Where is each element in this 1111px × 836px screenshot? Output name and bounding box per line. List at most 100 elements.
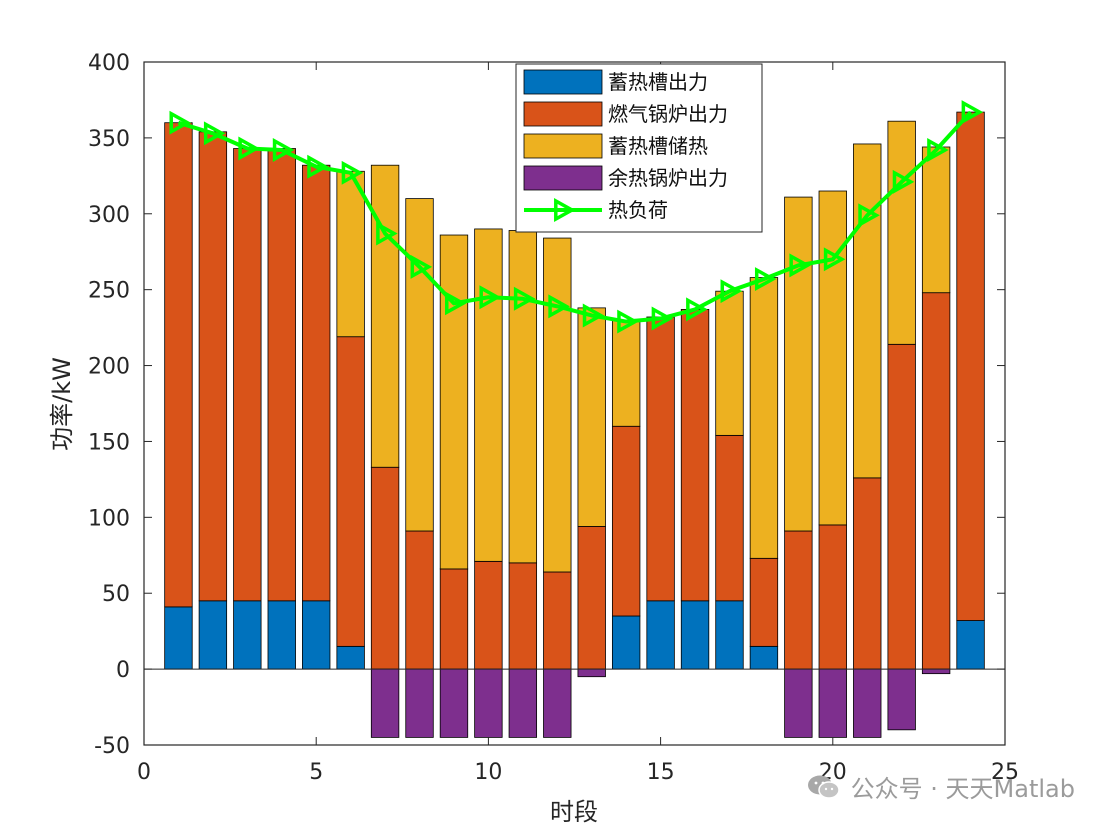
heat-load-marker-10	[479, 285, 502, 310]
bar-segment-4-10	[474, 668, 503, 738]
heat-load-marker-17	[720, 279, 743, 304]
legend-label: 蓄热槽出力	[608, 70, 708, 94]
bar-segment-3-21	[853, 143, 882, 479]
bar-segment-1-4	[267, 600, 296, 670]
legend-label: 燃气锅炉出力	[608, 102, 728, 126]
heat-load-marker-19	[789, 253, 811, 278]
bar-segment-4-21	[853, 668, 882, 738]
heat-load-marker-12	[548, 294, 570, 319]
bar-segment-2-14	[611, 425, 641, 617]
bars-group	[164, 111, 985, 738]
bar-segment-2-6	[336, 336, 365, 647]
y-axis: -50 0 50 100 150 200 250 300 350 400	[88, 51, 1005, 759]
bar-segment-3-18	[749, 277, 779, 559]
bar-segment-1-2	[198, 600, 228, 670]
bar-segment-3-13	[577, 307, 606, 527]
bar-segment-3-19	[784, 196, 813, 532]
bar-segment-2-21	[853, 477, 882, 670]
bar-segment-3-17	[715, 290, 744, 436]
bar-segment-2-23	[921, 292, 951, 670]
plot-frame	[143, 61, 1006, 746]
bar-segment-1-15	[646, 600, 675, 670]
heat-load-marker-13	[582, 303, 605, 328]
heat-load-marker-4	[272, 138, 295, 163]
bar-segment-3-7	[370, 164, 400, 468]
bar-segment-1-1	[164, 606, 193, 670]
bar-segment-3-14	[611, 319, 641, 427]
heat-load-marker-21	[858, 203, 880, 228]
x-axis: 0 5 10 15 20 25	[137, 62, 1019, 785]
bar-segment-3-10	[474, 228, 503, 562]
bar-segment-4-12	[543, 668, 572, 738]
bar-segment-3-23	[921, 146, 951, 294]
bar-segment-1-14	[611, 615, 641, 670]
y-tick-label: 200	[88, 355, 130, 380]
heat-load-marker-7	[376, 221, 398, 246]
legend-swatch	[523, 69, 603, 95]
bar-segment-1-17	[715, 600, 744, 670]
bar-segment-2-13	[577, 526, 606, 670]
x-tick-label: 25	[991, 760, 1019, 785]
y-tick-label: 350	[88, 127, 130, 152]
bar-segment-2-10	[474, 560, 503, 670]
bar-segment-2-22	[887, 343, 916, 670]
x-tick-label: 5	[309, 760, 323, 785]
bar-segment-3-12	[543, 237, 572, 573]
bar-segment-2-2	[198, 131, 228, 602]
bar-segment-3-11	[508, 230, 538, 564]
bar-segment-2-8	[405, 530, 434, 670]
bar-segment-2-15	[646, 316, 675, 602]
heat-load-marker-3	[238, 136, 260, 161]
heat-load-marker-22	[892, 169, 915, 194]
bar-segment-2-18	[749, 557, 779, 647]
heat-load-marker-9	[445, 291, 467, 316]
bar-segment-2-3	[233, 148, 262, 602]
bar-segment-1-24	[956, 620, 985, 670]
bar-segment-2-9	[439, 568, 469, 670]
x-tick-label: 0	[137, 760, 151, 785]
watermark-text: 公众号 · 天天Matlab	[850, 775, 1075, 803]
y-tick-label: 0	[116, 658, 130, 683]
bar-segment-2-1	[164, 122, 193, 608]
bar-segment-2-19	[784, 530, 813, 670]
heat-load-marker-5	[307, 154, 329, 179]
bar-segment-1-18	[749, 645, 779, 670]
heat-load-marker-20	[823, 247, 846, 272]
y-tick-label: 50	[102, 582, 130, 607]
heat-load-marker-2	[203, 121, 226, 146]
bar-segment-3-6	[336, 170, 365, 338]
y-tick-label: 100	[88, 506, 130, 531]
legend-swatch	[523, 133, 603, 159]
bar-segment-4-13	[577, 668, 606, 678]
bar-segment-4-7	[370, 668, 400, 738]
legend-label: 热负荷	[608, 198, 668, 222]
bar-segment-2-5	[302, 164, 331, 602]
x-tick-label: 10	[474, 760, 502, 785]
heat-load-marker-18	[754, 267, 777, 292]
x-axis-title: 时段	[550, 798, 598, 826]
bar-segment-4-11	[508, 668, 538, 738]
heat-load-marker-8	[410, 254, 433, 279]
bar-segment-2-16	[680, 308, 710, 602]
bar-segment-4-20	[818, 668, 847, 738]
bar-segment-2-11	[508, 562, 538, 670]
bar-segment-4-8	[405, 668, 434, 738]
bar-segment-3-20	[818, 190, 847, 526]
heat-load-marker-1	[169, 110, 192, 135]
heat-load-marker-24	[961, 100, 984, 125]
bar-segment-3-9	[439, 234, 469, 570]
bar-segment-2-12	[543, 571, 572, 670]
bar-segment-2-20	[818, 524, 847, 670]
x-tick-label: 15	[647, 760, 675, 785]
bar-segment-2-17	[715, 434, 744, 602]
wechat-icon	[807, 775, 840, 799]
y-tick-label: -50	[94, 734, 130, 759]
y-axis-title: 功率/kW	[48, 357, 76, 451]
bar-segment-2-4	[267, 148, 296, 602]
legend-label: 蓄热槽储热	[608, 134, 708, 158]
heat-load-marker-23	[927, 138, 949, 163]
y-tick-label: 150	[88, 430, 130, 455]
heat-load-marker-15	[651, 306, 674, 331]
